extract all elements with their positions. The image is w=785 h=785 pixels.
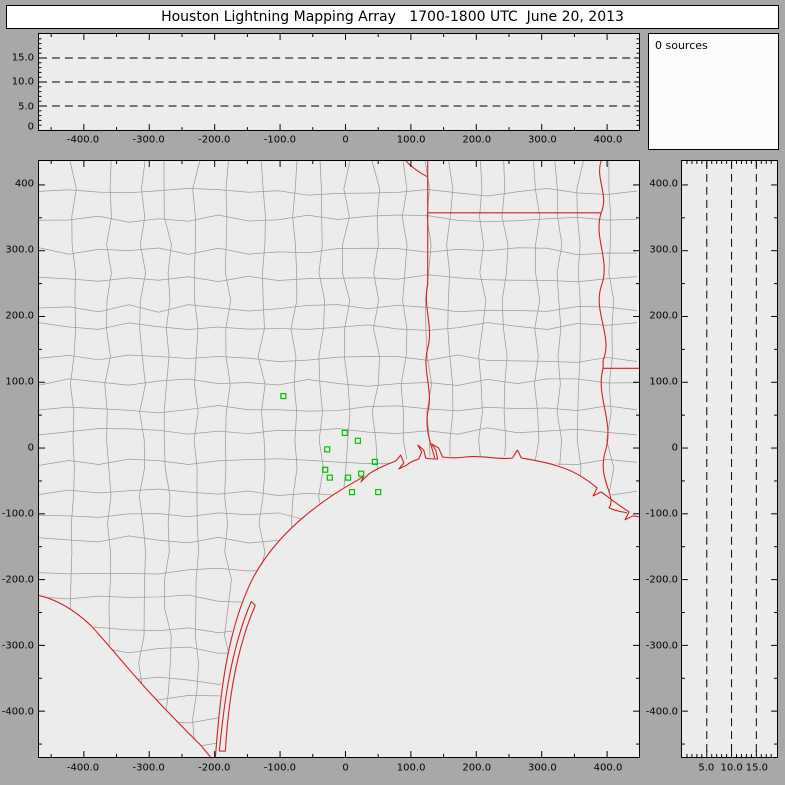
tick-label: 200.0 [649, 310, 678, 322]
tick-label: 10.0 [720, 762, 743, 774]
tick-label: -100.0 [263, 134, 296, 146]
tick-label: -400.0 [66, 134, 100, 146]
tick-label: 5.0 [18, 101, 34, 112]
tick-label: 300.0 [649, 244, 678, 256]
lma-stations [280, 392, 382, 496]
tick-label: 100.0 [5, 376, 34, 388]
source-count-label: 0 sources [655, 39, 708, 52]
tick-label: -400.0 [66, 762, 100, 774]
texas-arkansas-louisiana-border [405, 161, 602, 459]
tick-label: -400.0 [645, 706, 678, 718]
lma-station-marker [322, 466, 329, 473]
tick-label: 100.0 [649, 376, 678, 388]
tick-label: 400.0 [593, 762, 623, 774]
altitude-vs-eastwest-panel [38, 33, 640, 131]
lma-station-marker [348, 489, 356, 496]
tick-label: -400.0 [1, 706, 34, 718]
state-borders-and-coastline [39, 161, 639, 757]
tick-label: 15.0 [745, 762, 769, 774]
rio-grande-border [39, 595, 211, 757]
tick-label: 200.0 [462, 762, 492, 774]
lma-station-marker [354, 437, 361, 444]
window-title: Houston Lightning Mapping Array 1700-180… [161, 9, 624, 25]
tick-label: 200.0 [462, 134, 492, 146]
plan-view-map [39, 161, 639, 757]
tick-label: -300.0 [132, 762, 165, 774]
tick-label: 0 [27, 442, 34, 454]
tick-label: 0 [342, 762, 349, 774]
tick-label: 100.0 [396, 762, 426, 774]
tick-label: 300.0 [528, 134, 557, 146]
altitude-vs-northsouth-panel [681, 160, 778, 758]
lma-station-marker [341, 429, 348, 436]
tick-label: -200.0 [198, 134, 231, 146]
tick-label: 200.0 [5, 310, 34, 322]
tick-label: 10.0 [11, 76, 34, 88]
tick-label: 0 [671, 442, 678, 454]
gulf-coastline [214, 443, 639, 757]
altitude-vs-northsouth-plot [682, 161, 777, 757]
lma-station-marker [375, 489, 382, 496]
tick-label: -300.0 [645, 640, 678, 652]
tick-label: -100.0 [263, 762, 296, 774]
tick-label: 5.0 [698, 762, 715, 774]
lma-station-marker [371, 458, 379, 465]
mississippi-river-border [598, 161, 628, 514]
tick-label: -300.0 [1, 640, 34, 652]
tick-label: -300.0 [132, 134, 165, 146]
tick-label: -100.0 [645, 508, 678, 520]
lma-station-marker [326, 474, 333, 481]
tick-label: 400.0 [593, 134, 623, 146]
tick-label: 400.0 [649, 178, 678, 190]
altitude-vs-eastwest-plot [39, 34, 639, 130]
altitude-histogram-panel: 0 sources [648, 33, 779, 150]
county-boundaries [39, 161, 638, 749]
tick-label: -100.0 [1, 508, 34, 520]
tick-label: 0 [342, 134, 349, 146]
tick-label: 400 [14, 178, 34, 190]
plan-view-map-panel [38, 160, 640, 758]
tick-label: -200.0 [645, 574, 678, 586]
map-axis-ticks [39, 161, 639, 757]
tick-label: 100.0 [396, 134, 426, 146]
lma-station-marker [280, 392, 287, 400]
tick-label: 300.0 [5, 244, 34, 256]
title-bar: Houston Lightning Mapping Array 1700-180… [6, 5, 779, 29]
lma-station-marker [345, 474, 352, 481]
lma-station-marker [324, 446, 331, 453]
tick-label: -200.0 [198, 762, 231, 774]
padre-island-barrier [218, 600, 256, 752]
tick-label: 15.0 [11, 52, 34, 63]
tick-label: 300.0 [528, 762, 557, 774]
tick-label: 0 [27, 121, 34, 133]
tick-label: -200.0 [1, 574, 34, 586]
lma-station-marker [358, 470, 365, 477]
